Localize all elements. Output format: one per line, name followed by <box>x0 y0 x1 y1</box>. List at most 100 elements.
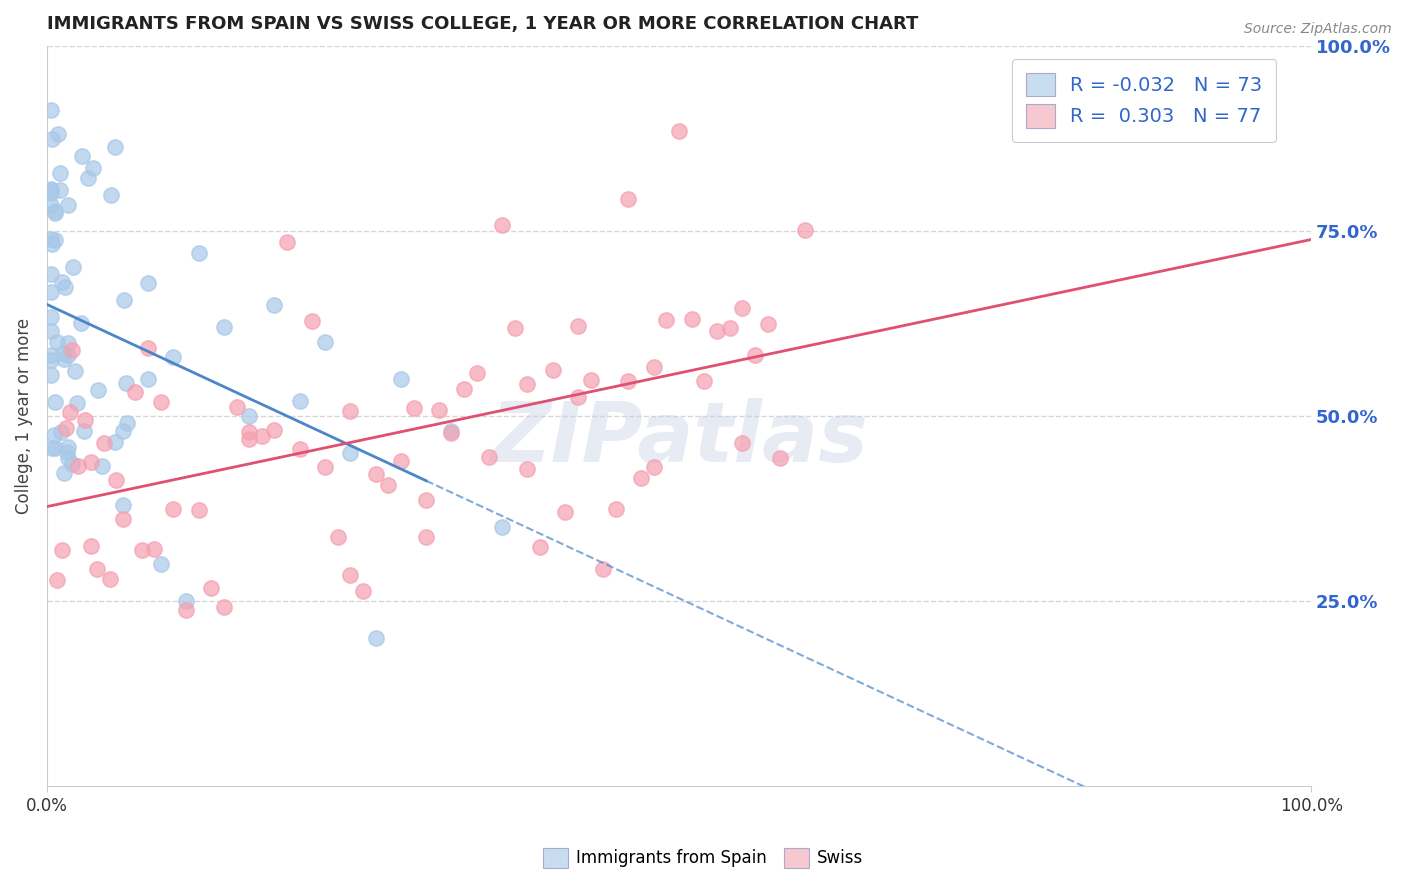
Point <box>60 343 83 357</box>
Point <box>93 436 115 450</box>
Point <box>111 498 134 512</box>
Point <box>46 574 69 588</box>
Point <box>104 435 127 450</box>
Point <box>402 401 425 415</box>
Point <box>39 348 62 362</box>
Point <box>212 320 235 334</box>
Point <box>103 139 125 153</box>
Point <box>44 204 66 219</box>
Point <box>174 602 197 616</box>
Point <box>440 424 463 438</box>
Point <box>681 312 703 326</box>
Point <box>250 429 273 443</box>
Point <box>39 198 62 212</box>
Point <box>44 441 66 455</box>
Point <box>364 467 387 481</box>
Point <box>693 374 716 388</box>
Point <box>39 183 62 197</box>
Point <box>567 319 589 334</box>
Point <box>149 557 172 571</box>
Point <box>111 512 134 526</box>
Point <box>352 584 374 599</box>
Point <box>529 540 551 554</box>
Point <box>49 425 72 440</box>
Point <box>794 223 817 237</box>
Point <box>187 502 209 516</box>
Point <box>86 562 108 576</box>
Point <box>731 435 754 450</box>
Point <box>756 318 779 332</box>
Point <box>162 350 184 364</box>
Point <box>41 182 63 196</box>
Point <box>52 345 75 359</box>
Point <box>41 237 63 252</box>
Point <box>136 372 159 386</box>
Point <box>415 530 437 544</box>
Point <box>288 442 311 457</box>
Point <box>39 368 62 382</box>
Point <box>503 321 526 335</box>
Text: IMMIGRANTS FROM SPAIN VS SWISS COLLEGE, 1 YEAR OR MORE CORRELATION CHART: IMMIGRANTS FROM SPAIN VS SWISS COLLEGE, … <box>46 15 918 33</box>
Point <box>41 103 63 117</box>
Point <box>339 446 361 460</box>
Point <box>62 260 84 275</box>
Point <box>364 631 387 645</box>
Point <box>87 384 110 398</box>
Point <box>263 298 285 312</box>
Point <box>51 542 73 557</box>
Point <box>115 376 138 390</box>
Point <box>44 233 66 247</box>
Point <box>276 235 298 249</box>
Point <box>541 363 564 377</box>
Point <box>288 394 311 409</box>
Point <box>225 400 247 414</box>
Point <box>339 404 361 418</box>
Point <box>44 206 66 220</box>
Point <box>115 416 138 430</box>
Point <box>39 324 62 338</box>
Point <box>49 166 72 180</box>
Point <box>491 520 513 534</box>
Point <box>149 394 172 409</box>
Point <box>389 372 412 386</box>
Point <box>314 334 336 349</box>
Point <box>98 572 121 586</box>
Point <box>516 462 538 476</box>
Point <box>52 466 75 480</box>
Point <box>39 267 62 281</box>
Point <box>70 148 93 162</box>
Point <box>46 127 69 141</box>
Point <box>44 394 66 409</box>
Point <box>187 246 209 260</box>
Point <box>212 600 235 615</box>
Point <box>67 459 90 474</box>
Point <box>592 562 614 576</box>
Point <box>314 460 336 475</box>
Point <box>643 360 665 375</box>
Point <box>389 454 412 468</box>
Point <box>143 542 166 557</box>
Point <box>263 423 285 437</box>
Point <box>706 324 728 338</box>
Point <box>46 335 69 350</box>
Point <box>124 385 146 400</box>
Point <box>73 413 96 427</box>
Point <box>131 542 153 557</box>
Point <box>238 425 260 440</box>
Point <box>668 123 690 137</box>
Point <box>440 425 463 440</box>
Point <box>80 539 103 553</box>
Point <box>162 502 184 516</box>
Point <box>136 341 159 355</box>
Legend: R = -0.032   N = 73, R =  0.303   N = 77: R = -0.032 N = 73, R = 0.303 N = 77 <box>1012 59 1277 142</box>
Point <box>769 451 792 466</box>
Point <box>377 478 399 492</box>
Point <box>39 285 62 300</box>
Y-axis label: College, 1 year or more: College, 1 year or more <box>15 318 32 514</box>
Point <box>82 161 104 176</box>
Point <box>55 421 77 435</box>
Point <box>579 373 602 387</box>
Point <box>51 275 73 289</box>
Point <box>630 471 652 485</box>
Point <box>415 492 437 507</box>
